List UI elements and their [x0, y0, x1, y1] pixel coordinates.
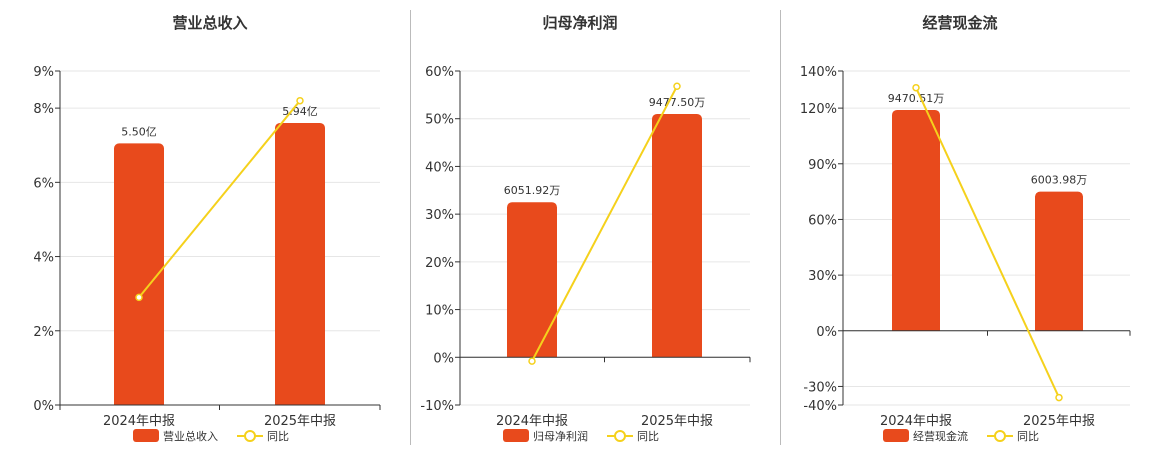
legend-swatch-marker	[614, 430, 626, 442]
legend: 归母净利润 同比	[503, 429, 659, 443]
legend: 营业总收入 同比	[133, 429, 289, 443]
x-category-label: 2025年中报	[641, 414, 713, 429]
bar-base	[892, 324, 940, 331]
bar-base	[507, 351, 557, 358]
y-tick-label: 10%	[425, 304, 454, 319]
legend-label: 营业总收入	[163, 429, 218, 443]
bar-value-label: 6003.98万	[1031, 174, 1088, 187]
legend-swatch-bar[interactable]	[133, 429, 159, 442]
y-tick-label: 0%	[33, 399, 54, 414]
x-category-label: 2025年中报	[1023, 414, 1095, 429]
bar-base	[275, 399, 325, 405]
bar-value-label: 5.50亿	[121, 125, 157, 138]
y-tick-label: 6%	[33, 176, 54, 191]
chart-panel-1: 营业总收入 0% 2% 4% 6% 8% 9% 5.50亿 5.94亿 2024年中报 2025年中…	[33, 14, 381, 443]
bar-base	[652, 351, 702, 358]
y-tick-label: 20%	[425, 256, 454, 271]
line-point[interactable]	[528, 357, 536, 365]
legend-swatch-bar[interactable]	[503, 429, 529, 442]
line-point[interactable]	[912, 83, 920, 92]
legend: 经营现金流 同比	[883, 429, 1039, 443]
bar[interactable]	[275, 122, 325, 405]
bar[interactable]	[652, 113, 702, 358]
line-series-yoy	[138, 100, 301, 299]
y-tick-label: 4%	[33, 251, 54, 266]
y-tick-label: 0%	[816, 325, 837, 340]
bar[interactable]	[114, 143, 164, 405]
legend-swatch-bar[interactable]	[883, 429, 909, 442]
y-tick-label: 140%	[800, 65, 837, 80]
line-point[interactable]	[135, 293, 143, 302]
bar-base	[1035, 324, 1083, 331]
y-tick-label: 40%	[425, 160, 454, 175]
line-series-yoy	[915, 87, 1060, 398]
bar-base	[114, 399, 164, 405]
chart-panel-3: 经营现金流 -40% -30% 0% 30% 60% 90% 120% 140% 9470.51万…	[800, 14, 1131, 443]
legend-swatch-marker	[244, 430, 256, 442]
line-point[interactable]	[1055, 393, 1063, 402]
y-tick-label: 2%	[33, 325, 54, 340]
bar-value-label: 9470.51万	[888, 92, 945, 105]
y-tick-label: 9%	[33, 65, 54, 80]
y-tick-label: 60%	[808, 213, 837, 228]
legend-label: 同比	[1017, 430, 1039, 443]
y-tick-label: -30%	[803, 380, 837, 395]
line-series-yoy	[531, 85, 678, 362]
y-tick-label: 30%	[808, 269, 837, 284]
y-tick-label: 90%	[808, 158, 837, 173]
legend-swatch-marker	[994, 430, 1006, 442]
chart-title: 归母净利润	[542, 14, 617, 32]
y-tick-label: 60%	[425, 65, 454, 80]
x-category-label: 2024年中报	[880, 414, 952, 429]
bar[interactable]	[507, 202, 557, 358]
legend-label: 归母净利润	[533, 429, 588, 443]
y-tick-label: 50%	[425, 113, 454, 128]
legend-label: 经营现金流	[913, 429, 968, 443]
x-category-label: 2024年中报	[496, 414, 568, 429]
y-tick-label: 8%	[33, 102, 54, 117]
bar-value-label: 6051.92万	[504, 184, 561, 197]
bar[interactable]	[1035, 191, 1083, 331]
y-tick-label: 0%	[433, 351, 454, 366]
bar-value-label: 5.94亿	[282, 105, 318, 118]
y-tick-label: -40%	[803, 399, 837, 414]
x-category-label: 2024年中报	[103, 414, 175, 429]
x-category-label: 2025年中报	[264, 414, 336, 429]
y-tick-label: 30%	[425, 208, 454, 223]
y-tick-label: 120%	[800, 102, 837, 117]
chart-title: 营业总收入	[172, 14, 247, 32]
bar-value-label: 9477.50万	[649, 96, 706, 109]
legend-label: 同比	[267, 430, 289, 443]
chart-title: 经营现金流	[922, 14, 997, 32]
chart-panel-2: 归母净利润 -10% 0% 10% 20% 30% 40% 50% 60% 6051.92万 947…	[420, 14, 751, 443]
legend-label: 同比	[637, 430, 659, 443]
line-point[interactable]	[296, 96, 304, 105]
line-point[interactable]	[673, 82, 681, 91]
y-tick-label: -10%	[420, 399, 454, 414]
bar[interactable]	[892, 109, 940, 331]
